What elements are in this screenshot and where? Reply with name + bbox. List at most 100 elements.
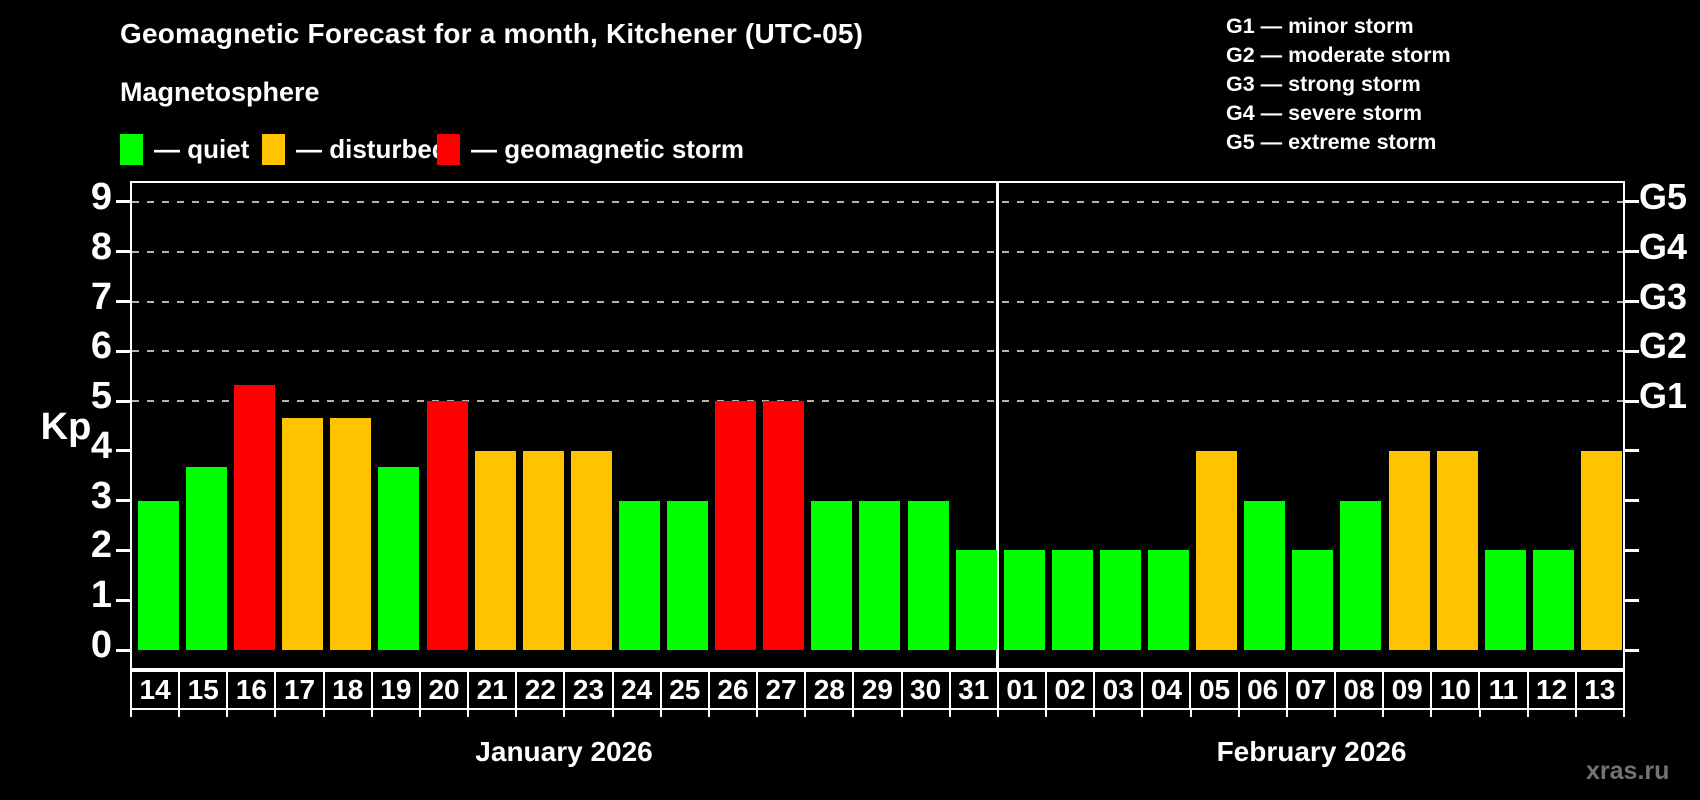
y-tick-left-9 [116,200,130,204]
y-tick-left-7 [116,300,130,304]
disturbed-color-swatch [262,133,285,165]
y-tick-left-1 [116,598,130,602]
y-tick-left-0 [116,648,130,652]
bar-09 [1388,450,1430,650]
y-tick-label-3: 3 [90,474,112,517]
day-label-24: 24 [611,670,662,710]
day-label-29: 29 [852,670,903,710]
y-tick-right-5 [1625,399,1639,403]
y-tick-right-8 [1625,250,1639,254]
day-boundary-tick-18 [996,710,999,717]
gridline-kp6 [132,350,1623,353]
bar-27 [763,401,805,650]
day-boundary-tick-13 [756,710,759,717]
day-label-03: 03 [1093,670,1144,710]
bar-26 [715,401,757,650]
g2-legend-line: G2 — moderate storm [1226,43,1451,67]
y-tick-label-5: 5 [90,375,112,418]
day-label-27: 27 [756,670,807,710]
y-tick-right-6 [1625,349,1639,353]
day-label-30: 30 [900,670,951,710]
bar-19 [378,467,420,650]
legend-label-disturbed: — disturbed [296,133,448,164]
y-tick-left-8 [116,250,130,254]
day-boundary-tick-4 [322,710,325,717]
day-label-17: 17 [274,670,325,710]
day-label-04: 04 [1141,670,1192,710]
day-boundary-tick-16 [900,710,903,717]
day-label-12: 12 [1526,670,1577,710]
bar-02 [1051,550,1093,650]
bar-23 [570,450,612,650]
y-tick-label-0: 0 [90,624,112,666]
month-divider [996,183,1000,668]
day-boundary-tick-30 [1574,710,1577,717]
g-axis-label-G3: G3 [1639,275,1688,317]
y-tick-label-8: 8 [90,225,112,268]
y-tick-left-6 [116,349,130,353]
bar-24 [618,500,660,650]
bar-14 [138,500,179,650]
gridline-kp7 [132,300,1623,303]
day-label-13: 13 [1574,670,1625,710]
day-label-20: 20 [418,670,470,710]
day-label-26: 26 [707,670,759,710]
bar-30 [907,500,949,650]
bar-06 [1244,500,1286,650]
day-boundary-tick-21 [1141,710,1144,717]
y-tick-label-4: 4 [90,424,112,467]
bar-21 [474,450,516,650]
day-boundary-tick-29 [1526,710,1529,717]
y-tick-label-9: 9 [90,175,112,218]
day-boundary-tick-11 [659,710,662,717]
day-axis: 14 15 16 17 18 19 20 21 22 23 24 25 26 27 28 29 30 31 01 02… [130,670,1625,717]
g1-legend-line: G1 — minor storm [1226,14,1414,38]
bar-03 [1099,550,1141,650]
y-tick-label-6: 6 [90,325,112,368]
g-axis-label-G4: G4 [1639,225,1688,267]
day-boundary-tick-10 [611,710,614,717]
y-tick-right-0 [1625,648,1639,652]
day-boundary-tick-6 [418,710,421,717]
g-axis-label-G1: G1 [1639,375,1688,417]
day-boundary-tick-1 [178,710,181,717]
bar-08 [1340,500,1382,650]
bar-12 [1532,550,1574,650]
quiet-color-swatch [120,133,143,165]
day-label-14: 14 [130,670,181,710]
bar-15 [186,467,228,650]
legend-item-disturbed: — disturbed [262,133,448,165]
y-tick-right-7 [1625,300,1639,304]
gridline-kp9 [132,200,1623,203]
g-scale-legend: G1 — minor storm G2 — moderate storm G3 … [1226,12,1451,157]
day-boundary-tick-14 [804,710,807,717]
day-boundary-tick-9 [563,710,566,717]
bar-31 [955,550,997,650]
day-boundary-tick-27 [1430,710,1433,717]
day-label-21: 21 [467,670,518,710]
bar-28 [811,500,853,650]
bar-20 [426,401,468,650]
day-boundary-tick-23 [1237,710,1240,717]
bar-01 [1003,550,1045,650]
day-label-07: 07 [1285,670,1336,710]
day-label-01: 01 [996,670,1047,710]
y-tick-right-1 [1625,598,1639,602]
gridline-kp5 [132,400,1623,403]
y-tick-label-2: 2 [90,524,112,567]
day-boundary-tick-8 [515,710,518,717]
day-boundary-tick-2 [226,710,229,717]
day-label-23: 23 [563,670,614,710]
y-tick-label-7: 7 [90,275,112,318]
day-label-15: 15 [178,670,229,710]
y-tick-left-4 [116,449,130,453]
day-boundary-tick-26 [1382,710,1385,717]
day-boundary-tick-17 [948,710,951,717]
day-label-28: 28 [804,670,855,710]
day-boundary-tick-0 [130,710,132,717]
day-label-31: 31 [948,670,999,710]
day-boundary-tick-5 [370,710,373,717]
y-tick-label-1: 1 [90,574,112,617]
y-axis-title: Kp [40,406,92,448]
